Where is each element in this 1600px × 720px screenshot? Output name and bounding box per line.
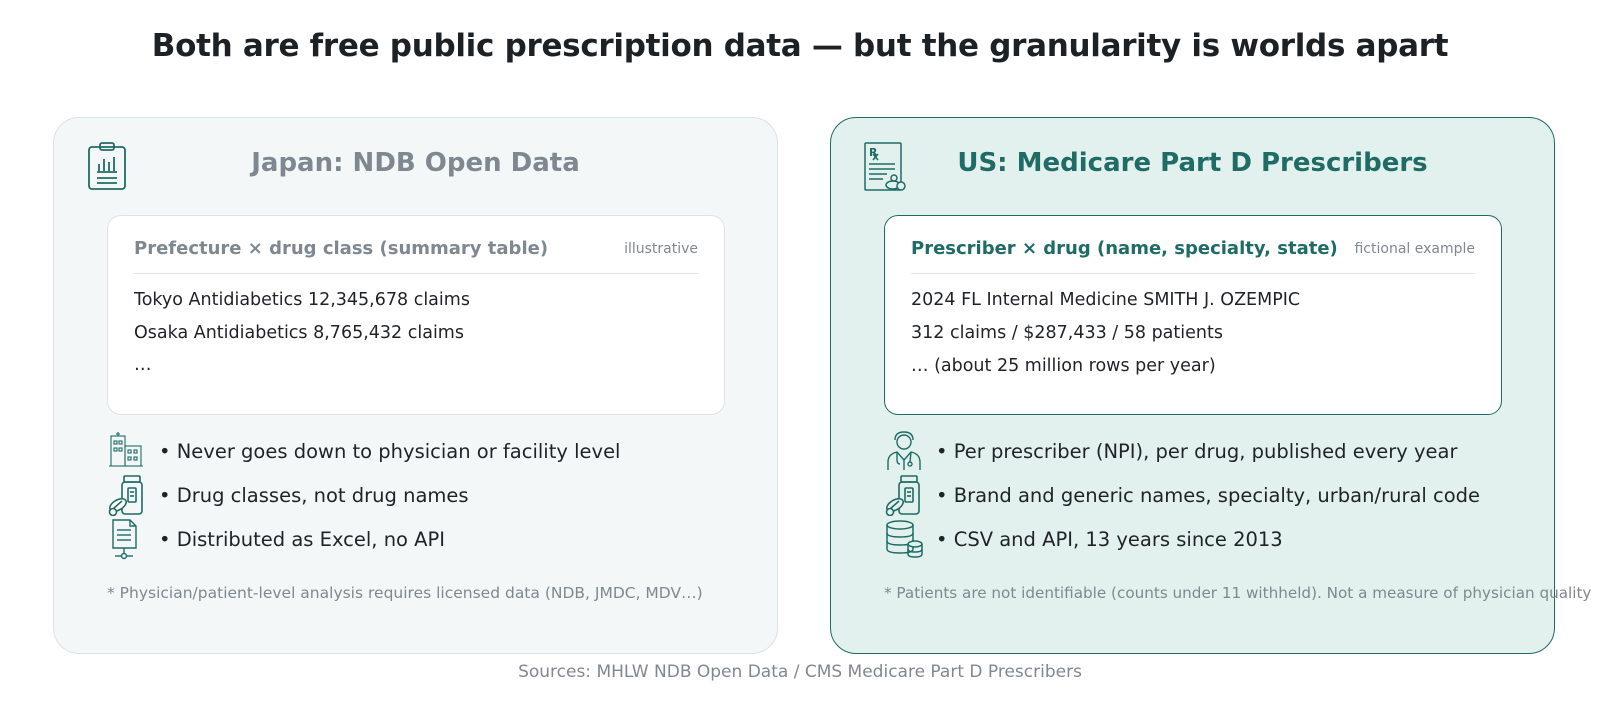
- japan-bullet: • Distributed as Excel, no API: [107, 518, 767, 562]
- japan-bullet-text: • Distributed as Excel, no API: [159, 528, 446, 551]
- japan-bullet-text: • Never goes down to physician or facili…: [159, 440, 621, 463]
- us-card-note: fictional example: [1354, 241, 1475, 257]
- pill-bottle-icon: [884, 474, 924, 516]
- doctor-icon: [884, 430, 924, 472]
- sources-note: Sources: MHLW NDB Open Data / CMS Medica…: [518, 662, 1082, 682]
- us-panel: R US: Medicare Part D Prescribers Prescr…: [830, 117, 1591, 654]
- japan-card-line: Osaka Antidiabetics 8,765,432 claims: [134, 323, 464, 343]
- japan-card-line: …: [134, 355, 152, 375]
- japan-bullet: • Drug classes, not drug names: [107, 474, 767, 518]
- clipboard-chart-icon: [86, 140, 132, 192]
- us-bullet-text: • Brand and generic names, specialty, ur…: [936, 484, 1481, 507]
- japan-card-title: Prefecture × drug class (summary table): [134, 238, 549, 259]
- japan-heading: Japan: NDB Open Data: [251, 148, 580, 178]
- japan-panel: Japan: NDB Open Data Prefecture × drug c…: [53, 117, 778, 654]
- us-card-line: 2024 FL Internal Medicine SMITH J. OZEMP…: [911, 290, 1301, 310]
- japan-card-header: Prefecture × drug class (summary table) …: [134, 238, 698, 274]
- japan-footnote: * Physician/patient-level analysis requi…: [107, 584, 703, 602]
- us-bullet: • CSV and API, 13 years since 2013: [884, 518, 1544, 562]
- japan-sample-card: Prefecture × drug class (summary table) …: [107, 215, 725, 415]
- svg-text:R: R: [869, 146, 878, 159]
- japan-card-line: Tokyo Antidiabetics 12,345,678 claims: [134, 290, 470, 310]
- us-card-header: Prescriber × drug (name, specialty, stat…: [911, 238, 1475, 274]
- japan-bullet-text: • Drug classes, not drug names: [159, 484, 469, 507]
- us-card-line: … (about 25 million rows per year): [911, 356, 1216, 376]
- document-network-icon: [107, 518, 147, 560]
- us-card-title: Prescriber × drug (name, specialty, stat…: [911, 238, 1338, 259]
- hospital-building-icon: [107, 430, 147, 472]
- pill-bottle-icon: [107, 474, 147, 516]
- us-card-line: 312 claims / $287,433 / 58 patients: [911, 323, 1223, 343]
- us-bullet-text: • Per prescriber (NPI), per drug, publis…: [936, 440, 1458, 463]
- us-footnote: * Patients are not identifiable (counts …: [884, 584, 1592, 602]
- japan-card-note: illustrative: [624, 241, 698, 257]
- us-bullet: • Brand and generic names, specialty, ur…: [884, 474, 1544, 518]
- us-sample-card: Prescriber × drug (name, specialty, stat…: [884, 215, 1502, 415]
- japan-bullet: • Never goes down to physician or facili…: [107, 430, 767, 474]
- database-icon: [884, 518, 924, 560]
- us-bullet-text: • CSV and API, 13 years since 2013: [936, 528, 1283, 551]
- page-title: Both are free public prescription data —…: [151, 28, 1449, 64]
- us-bullet: • Per prescriber (NPI), per drug, publis…: [884, 430, 1544, 474]
- us-heading: US: Medicare Part D Prescribers: [957, 148, 1428, 178]
- prescription-icon: R: [863, 140, 909, 192]
